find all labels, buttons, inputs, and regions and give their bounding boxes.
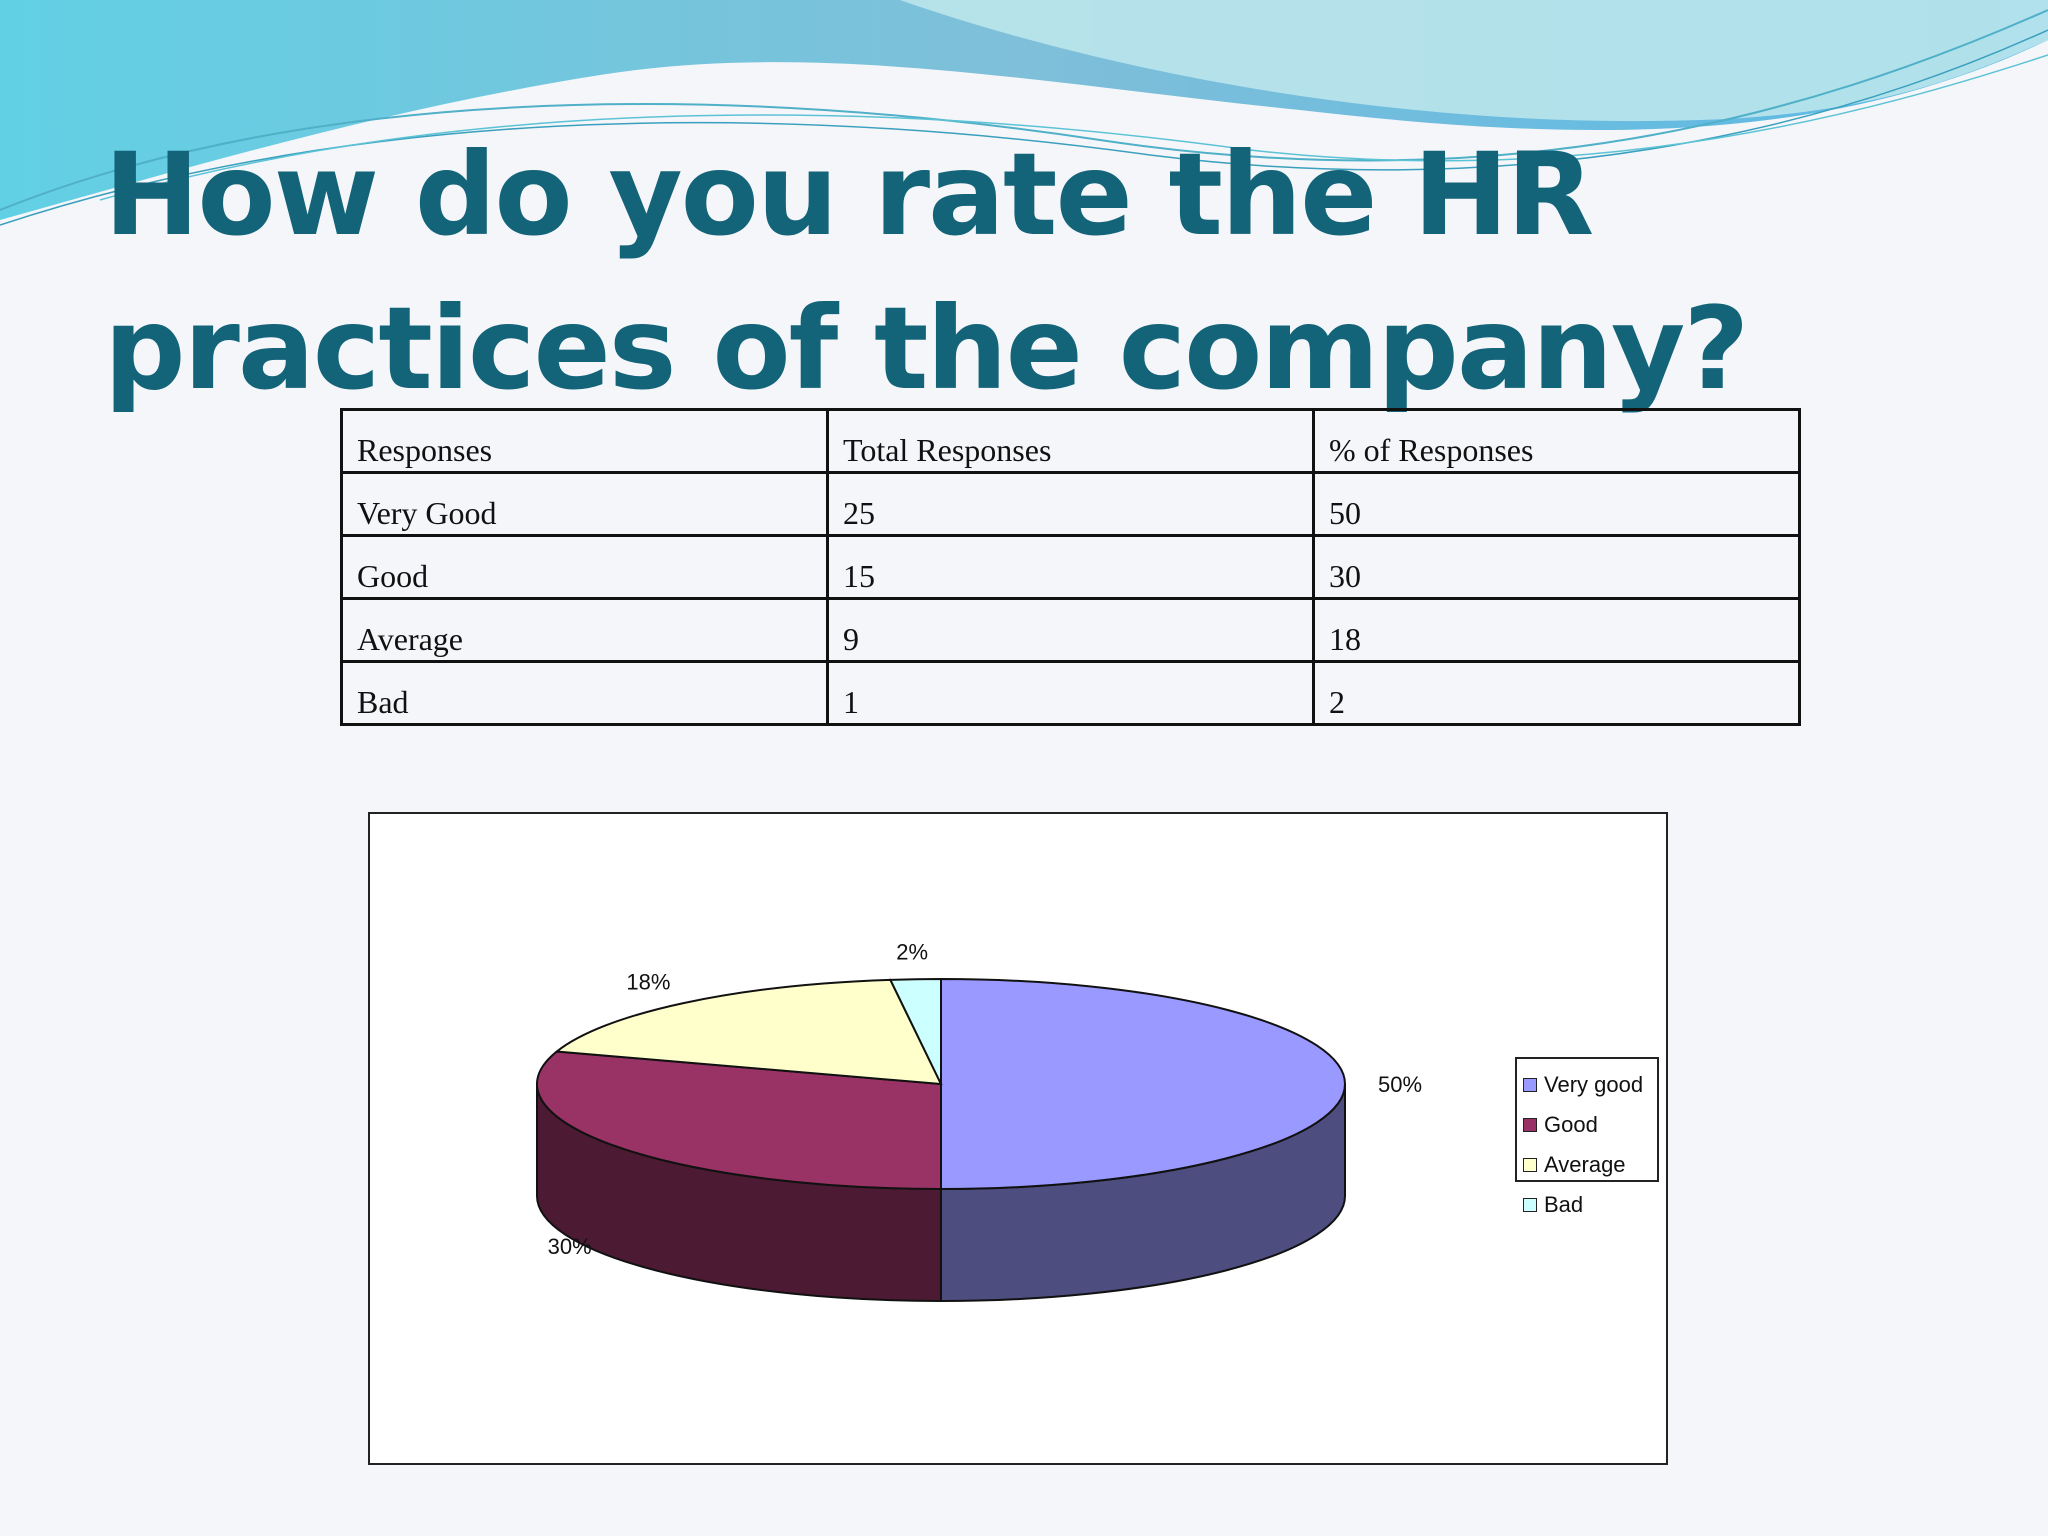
- legend-item: Good: [1523, 1105, 1657, 1145]
- table-header-cell: Responses: [340, 408, 829, 474]
- pie-slice: [940, 977, 1346, 1191]
- pie-data-label: 18%: [626, 970, 670, 995]
- pie-chart-frame: 50% 30% 18% 2% Very good Good Average Bad: [368, 812, 1668, 1465]
- slide-title: How do you rate the HR practices of the …: [104, 128, 1749, 415]
- pie-data-label: 30%: [548, 1234, 592, 1259]
- table-cell: Bad: [340, 660, 829, 726]
- pie-chart: 50% 30% 18% 2%: [536, 939, 1422, 1303]
- legend-swatch: [1523, 1158, 1537, 1172]
- table-cell: Average: [340, 597, 829, 663]
- pie-data-label: 2%: [896, 939, 928, 964]
- table-row: Very Good 25 50: [340, 471, 1801, 537]
- table-cell: Good: [340, 534, 829, 600]
- table-row: Good 15 30: [340, 534, 1801, 600]
- legend-label: Very good: [1544, 1072, 1644, 1097]
- legend-item: Very good: [1523, 1065, 1657, 1105]
- pie-slice: [536, 1050, 942, 1191]
- pie-slice: [554, 978, 943, 1086]
- chart-legend: Very good Good Average Bad: [1515, 1057, 1659, 1217]
- legend-label: Average: [1544, 1152, 1626, 1177]
- legend-swatch: [1523, 1118, 1537, 1132]
- table-cell: Very Good: [340, 471, 829, 537]
- pie-slice: [888, 977, 942, 1085]
- table-row: Average 9 18: [340, 597, 1801, 663]
- legend-swatch: [1523, 1078, 1537, 1092]
- table-cell: 15: [826, 534, 1315, 600]
- table-cell: 9: [826, 597, 1315, 663]
- table-header-cell: Total Responses: [826, 408, 1315, 474]
- legend-label: Bad: [1544, 1192, 1584, 1217]
- background-wave: [0, 0, 2048, 226]
- table-cell: 2: [1312, 660, 1801, 726]
- table-cell: 30: [1312, 534, 1801, 600]
- table-cell: 50: [1312, 471, 1801, 537]
- legend-label: Good: [1544, 1112, 1598, 1137]
- legend-item: Average: [1523, 1145, 1657, 1185]
- legend-swatch: [1523, 1198, 1537, 1212]
- table-header-row: Responses Total Responses % of Responses: [340, 408, 1801, 474]
- table-header-cell: % of Responses: [1312, 408, 1801, 474]
- legend-item: Bad: [1523, 1185, 1657, 1225]
- table-row: Bad 1 2: [340, 660, 1801, 726]
- pie-data-label: 50%: [1378, 1072, 1422, 1097]
- responses-table: Responses Total Responses % of Responses…: [340, 408, 1801, 726]
- table-cell: 25: [826, 471, 1315, 537]
- table-cell: 18: [1312, 597, 1801, 663]
- table-cell: 1: [826, 660, 1315, 726]
